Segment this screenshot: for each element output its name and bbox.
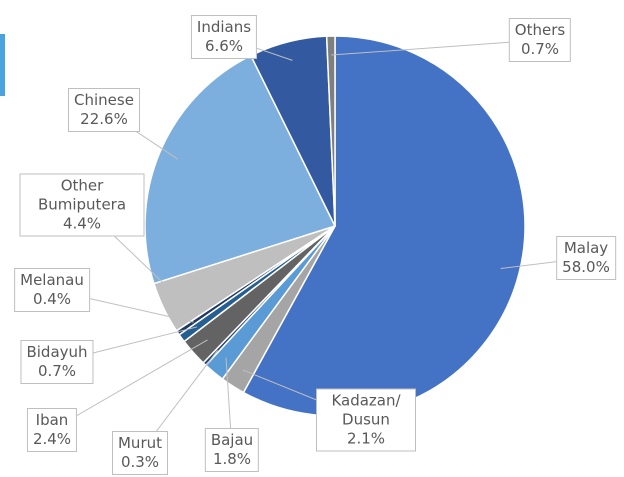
category-name: Murut bbox=[117, 434, 163, 452]
category-name: Malay bbox=[563, 239, 609, 257]
category-name: Indians bbox=[196, 18, 252, 36]
category-name: Bidayuh bbox=[26, 343, 88, 361]
data-label: Malay 58.0% bbox=[556, 236, 616, 280]
category-name: Bajau bbox=[210, 431, 254, 449]
category-name: Others bbox=[514, 21, 566, 39]
percent-label: 0.7% bbox=[520, 40, 560, 58]
percent-label: 0.3% bbox=[120, 453, 160, 471]
data-label: Melanau 0.4% bbox=[14, 268, 90, 312]
leader-line bbox=[331, 39, 541, 56]
data-label: Bajau 1.8% bbox=[204, 428, 260, 472]
data-label: Other Bumiputera 4.4% bbox=[19, 173, 145, 237]
percent-label: 0.4% bbox=[32, 290, 72, 308]
category-name: Other Bumiputera bbox=[37, 176, 127, 214]
data-label: Iban 2.4% bbox=[26, 408, 78, 452]
category-name: Melanau bbox=[20, 271, 84, 289]
percent-label: 2.4% bbox=[32, 430, 72, 448]
category-name: Chinese bbox=[74, 91, 134, 109]
percent-label: 0.7% bbox=[37, 362, 77, 380]
data-label: Bidayuh 0.7% bbox=[20, 340, 94, 384]
percent-label: 22.6% bbox=[80, 110, 128, 128]
percent-label: 2.1% bbox=[346, 429, 386, 448]
category-name: Kadazan/ Dusun bbox=[331, 391, 401, 429]
data-label: Others 0.7% bbox=[508, 18, 572, 62]
window-edge bbox=[0, 34, 5, 96]
leader-line bbox=[51, 339, 208, 431]
pie-slice bbox=[144, 54, 337, 285]
pie-slice bbox=[325, 35, 336, 227]
data-label: Indians 6.6% bbox=[190, 15, 258, 59]
data-label: Murut 0.3% bbox=[111, 431, 169, 475]
data-label: Kadazan/ Dusun 2.1% bbox=[316, 388, 416, 452]
category-name: Iban bbox=[35, 411, 69, 429]
percent-label: 6.6% bbox=[204, 37, 244, 55]
percent-label: 4.4% bbox=[62, 214, 102, 233]
data-label: Chinese 22.6% bbox=[68, 88, 140, 132]
percent-label: 1.8% bbox=[212, 450, 252, 468]
percent-label: 58.0% bbox=[562, 258, 610, 276]
